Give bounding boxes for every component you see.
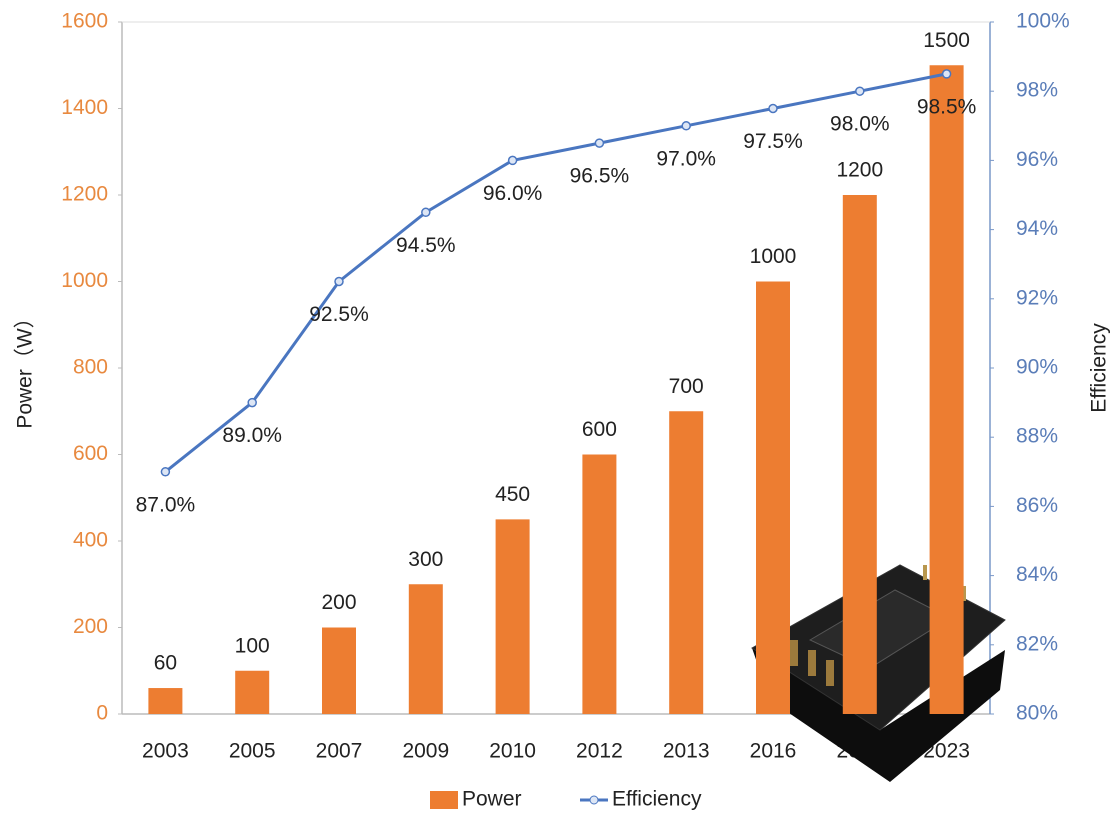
y-tick-label: 600 [73,442,108,465]
bar [582,454,617,714]
line-point [160,467,171,477]
y2-axis-title: Efficiency [1088,323,1111,413]
x-tick-label: 2023 [923,740,970,763]
y2-tick-label: 94% [1016,217,1058,240]
bar [495,519,530,714]
module-side [752,648,1005,782]
bar [929,65,964,714]
legend-swatch [430,791,458,809]
line-point [334,276,344,287]
bar [842,195,877,714]
x-tick-label: 2012 [576,740,623,763]
y-tick-label: 400 [73,529,108,552]
legend-label: Efficiency [612,788,702,811]
line-point [594,138,605,148]
y-tick-label: 1600 [61,10,108,33]
y-axis-title: Power（W） [14,307,37,428]
module-terminal [808,650,816,676]
y-tick-label: 0 [96,702,108,725]
bar [148,688,183,714]
y2-tick-label: 98% [1016,79,1058,102]
module-terminal [826,660,834,686]
line-value-label: 98.0% [830,113,890,136]
bar [235,670,270,714]
bar-value-label: 1200 [836,159,883,182]
line-value-label: 92.5% [309,303,369,326]
bar-value-label: 100 [235,634,270,657]
legend-label: Power [462,788,522,811]
line-point [768,103,778,114]
bar [756,281,790,714]
x-tick-label: 2009 [402,740,449,763]
line-point [941,69,952,79]
y2-tick-label: 82% [1016,632,1058,655]
x-tick-label: 2016 [750,740,797,763]
bar-value-label: 450 [495,483,530,506]
y2-tick-label: 80% [1016,702,1058,725]
line-point [507,155,518,166]
line-value-label: 96.5% [570,165,630,188]
line-point [681,121,691,131]
line-point [421,207,431,218]
bar-value-label: 1500 [923,29,970,52]
line-value-label: 87.0% [136,493,196,516]
y2-tick-label: 88% [1016,425,1058,448]
efficiency-line [164,72,947,473]
line-value-label: 89.0% [222,424,282,447]
x-tick-label: 2007 [316,740,363,763]
y-tick-label: 1000 [61,269,108,292]
line-value-label: 97.5% [743,130,803,153]
x-tick-label: 2010 [489,740,536,763]
y2-tick-label: 90% [1016,356,1058,379]
x-tick-label: 2013 [663,740,710,763]
bar [669,411,704,714]
y2-tick-label: 84% [1016,563,1058,586]
x-tick-label: 2003 [142,740,189,763]
bar-value-label: 300 [408,548,443,571]
line-point [855,86,865,96]
line-value-label: 97.0% [656,147,716,170]
y-tick-label: 1400 [61,96,108,119]
y2-tick-label: 86% [1016,494,1058,517]
legend-marker [589,795,599,805]
line-value-label: 98.5% [917,95,977,118]
line-point [247,397,257,408]
bar-value-label: 200 [321,591,356,614]
bar-value-label: 700 [669,375,704,398]
bar-value-label: 600 [582,418,617,441]
y-tick-label: 800 [73,356,108,379]
bar [408,584,443,714]
module-terminal [790,640,798,666]
y2-tick-label: 92% [1016,286,1058,309]
y2-tick-label: 96% [1016,148,1058,171]
bar-value-label: 1000 [750,245,797,268]
line-value-label: 96.0% [483,182,543,205]
y-tick-label: 200 [73,615,108,638]
line-value-label: 94.5% [396,234,456,257]
y-tick-label: 1200 [61,183,108,206]
x-tick-label: 2005 [229,740,276,763]
bar-value-label: 60 [154,652,177,675]
bar [322,627,356,714]
y2-tick-label: 100% [1016,10,1070,33]
